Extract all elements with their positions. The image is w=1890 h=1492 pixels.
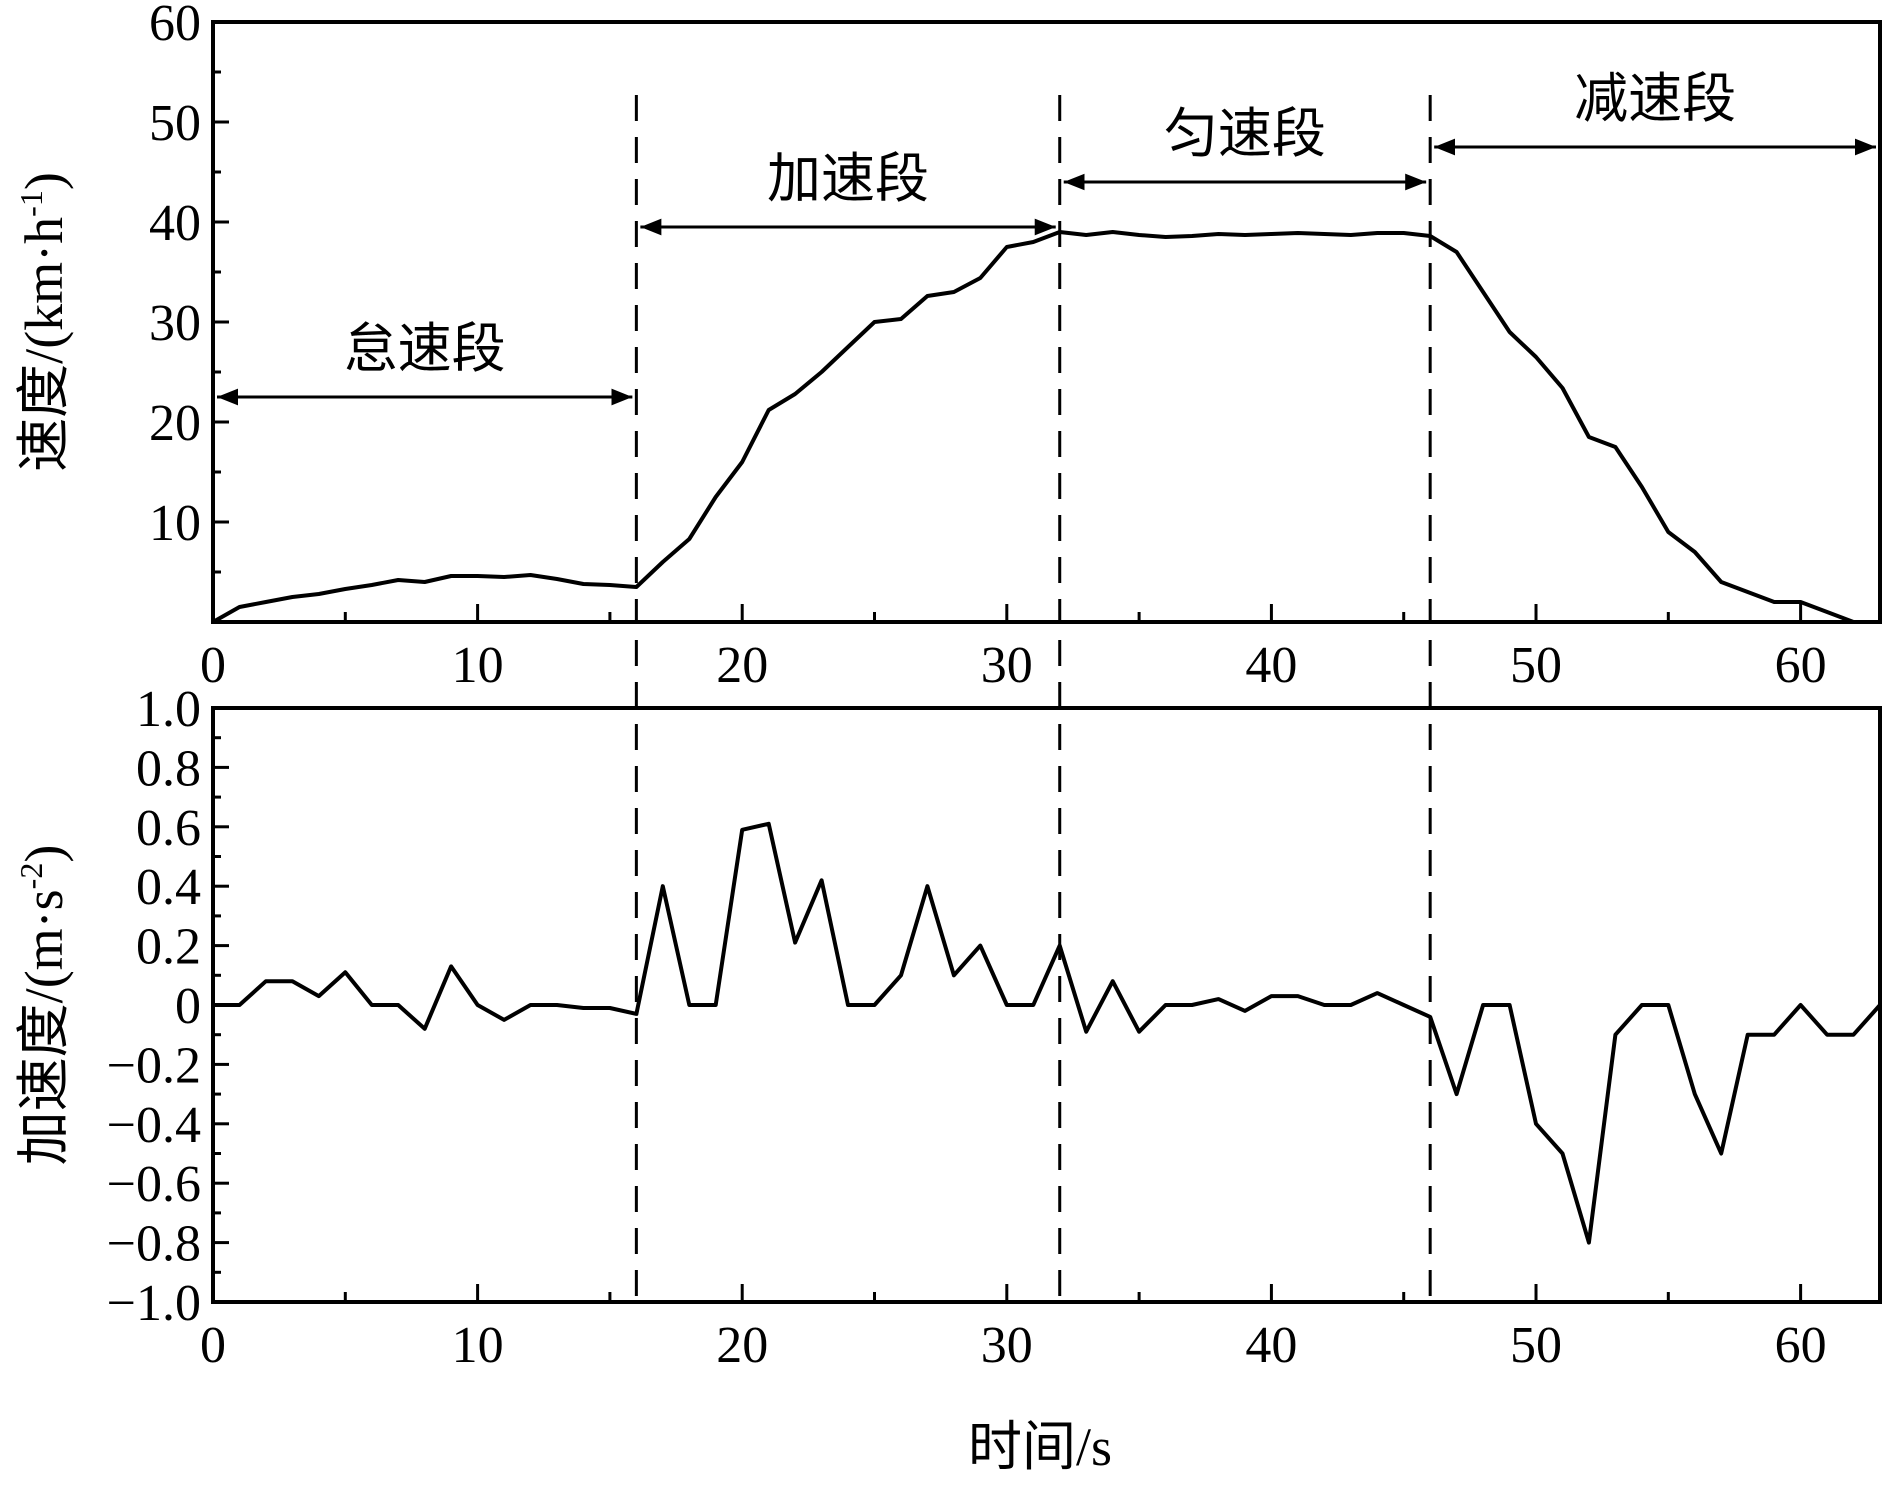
x-tick-label: 30 <box>981 1317 1033 1374</box>
x-tick-label: 50 <box>1510 1317 1562 1374</box>
y-tick-label: 10 <box>149 495 201 552</box>
x-tick-label: 20 <box>716 1317 768 1374</box>
data-series-line <box>212 230 1855 624</box>
data-series-line <box>213 821 1882 1245</box>
x-tick-label: 20 <box>716 637 768 694</box>
y-tick-label: 30 <box>149 295 201 352</box>
y-tick-label: 0.8 <box>136 740 201 797</box>
y-tick-label: −1.0 <box>107 1275 201 1332</box>
acceleration-plot: 0 10 20 30 40 50 60−1.0−0.8−0.6−0.4−0.200.20.4… <box>13 640 1882 1374</box>
phase-label: 怠速段 <box>344 319 506 379</box>
y-tick-label: 0 <box>175 978 201 1035</box>
y-axis-label-close: ) <box>14 172 74 190</box>
plot-frame <box>211 20 1882 624</box>
x-tick-label: 10 <box>452 637 504 694</box>
x-tick-label: 0 <box>200 1317 226 1374</box>
x-tick-label: 50 <box>1510 637 1562 694</box>
y-tick-label: 50 <box>149 95 201 152</box>
y-tick-label: 0.6 <box>136 800 201 857</box>
y-tick-label: −0.2 <box>107 1037 201 1094</box>
x-tick-label: 30 <box>981 637 1033 694</box>
plot-frame <box>211 706 1882 1304</box>
x-axis-label: 时间/s <box>968 1417 1112 1477</box>
x-tick-label: 10 <box>452 1317 504 1374</box>
x-tick-label: 60 <box>1775 637 1827 694</box>
y-tick-label: 0.2 <box>136 919 201 976</box>
y-tick-label: −0.4 <box>107 1097 201 1154</box>
y-tick-label: −0.6 <box>107 1156 201 1213</box>
y-tick-label: 1.0 <box>136 681 201 738</box>
x-tick-label: 40 <box>1245 637 1297 694</box>
x-tick-label: 0 <box>200 637 226 694</box>
y-axis-label-main: 加速度/(m·s <box>14 889 74 1165</box>
y-axis-label-close: ) <box>14 845 74 863</box>
x-tick-label: 40 <box>1245 1317 1297 1374</box>
y-axis-label-superscript: -1 <box>13 190 49 217</box>
y-tick-label: −0.8 <box>107 1216 201 1273</box>
phase-label: 匀速段 <box>1164 104 1326 164</box>
y-tick-label: 60 <box>149 0 201 52</box>
phase-label: 减速段 <box>1574 69 1736 129</box>
speed-plot: 0 10 20 30 40 50 60 10 20 30 40 50 60 怠速段 加速段 匀速段 减速段速度/… <box>13 0 1882 694</box>
phase-label: 加速段 <box>767 149 929 209</box>
y-axis-label: 加速度/(m·s-2) <box>13 845 74 1166</box>
y-axis-label: 速度/(km·h-1) <box>13 172 74 472</box>
x-tick-label: 60 <box>1775 1317 1827 1374</box>
y-tick-label: 0.4 <box>136 859 201 916</box>
y-axis-label-main: 速度/(km·h <box>14 217 74 472</box>
y-tick-label: 20 <box>149 395 201 452</box>
y-tick-label: 40 <box>149 195 201 252</box>
y-axis-label-superscript: -2 <box>13 863 49 890</box>
